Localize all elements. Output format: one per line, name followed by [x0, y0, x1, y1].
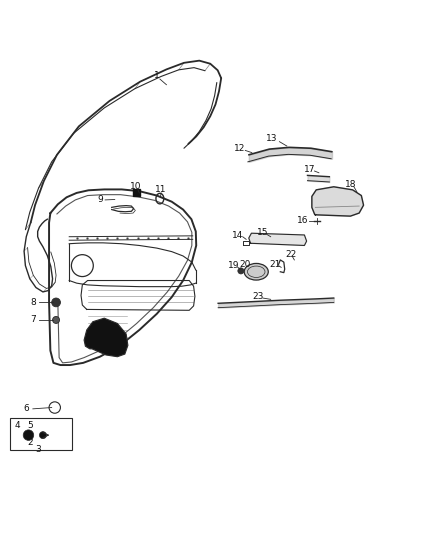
- Text: 20: 20: [240, 260, 251, 269]
- Polygon shape: [312, 187, 364, 216]
- Text: 7: 7: [30, 316, 36, 325]
- Text: 10: 10: [130, 182, 141, 191]
- Text: 6: 6: [23, 405, 29, 414]
- Text: 12: 12: [234, 144, 246, 153]
- Text: 14: 14: [232, 231, 243, 240]
- Text: 8: 8: [30, 298, 36, 307]
- Bar: [133, 189, 140, 196]
- Circle shape: [52, 298, 60, 307]
- Circle shape: [238, 268, 244, 274]
- Polygon shape: [249, 233, 307, 246]
- Bar: [10, 418, 72, 449]
- Text: 18: 18: [345, 180, 356, 189]
- Circle shape: [23, 430, 34, 440]
- Text: 16: 16: [297, 216, 308, 225]
- Text: 4: 4: [15, 421, 20, 430]
- Polygon shape: [84, 318, 128, 357]
- Text: 11: 11: [155, 185, 167, 195]
- Ellipse shape: [244, 263, 268, 280]
- Text: 22: 22: [286, 250, 297, 259]
- Text: 9: 9: [97, 196, 103, 205]
- Text: 3: 3: [35, 445, 42, 454]
- Circle shape: [39, 432, 46, 439]
- Text: 2: 2: [27, 438, 32, 447]
- Text: 23: 23: [253, 292, 264, 301]
- Text: 5: 5: [27, 421, 33, 430]
- Text: 21: 21: [269, 260, 281, 269]
- Text: 17: 17: [304, 165, 316, 174]
- Text: 1: 1: [154, 71, 160, 80]
- Text: 15: 15: [257, 228, 268, 237]
- Text: 13: 13: [266, 134, 277, 143]
- Circle shape: [53, 317, 60, 324]
- Text: 19: 19: [228, 261, 240, 270]
